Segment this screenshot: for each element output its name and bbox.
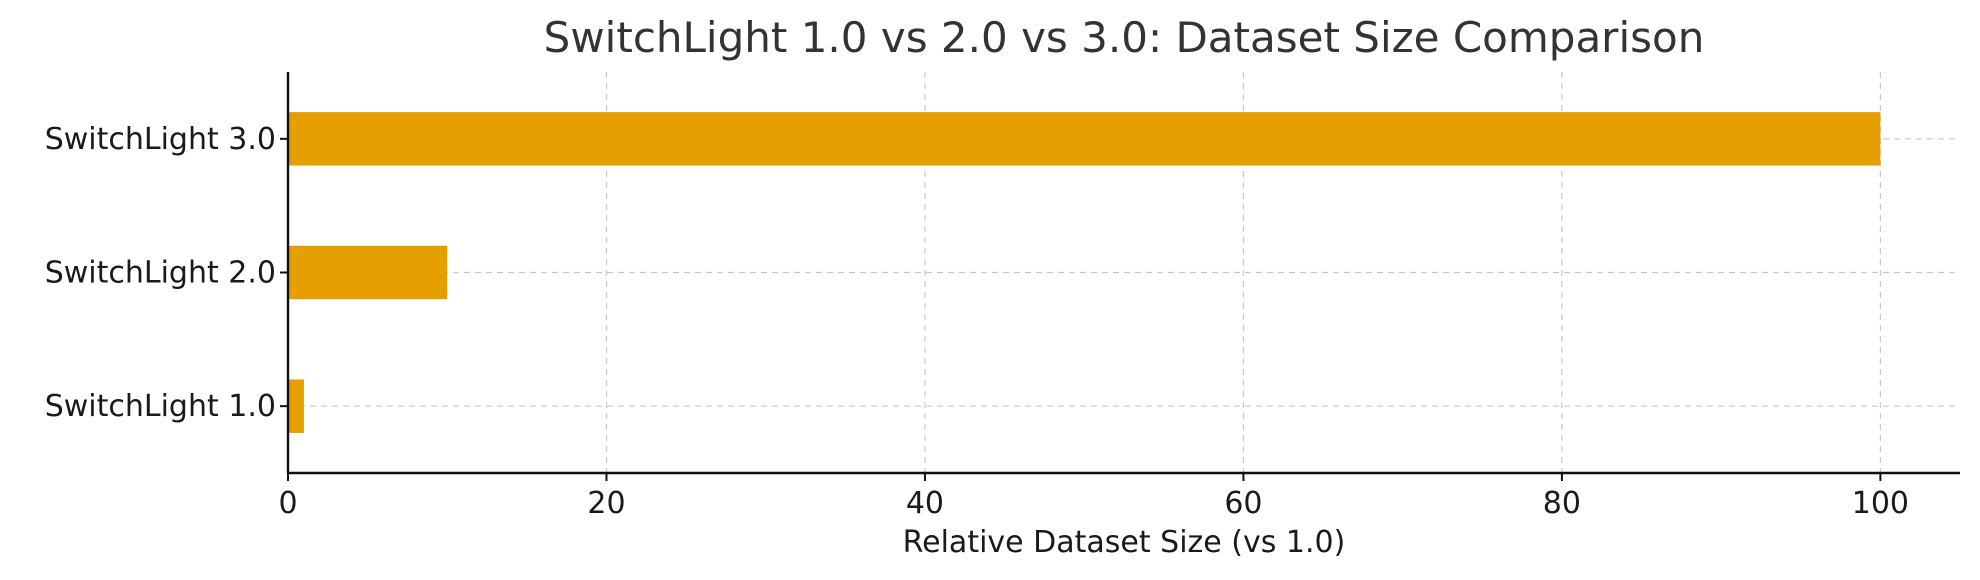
y-tick-label: SwitchLight 2.0 <box>45 256 276 291</box>
bar-switchlight-3-0 <box>288 112 1881 166</box>
chart-title: SwitchLight 1.0 vs 2.0 vs 3.0: Dataset S… <box>544 13 1705 62</box>
axes: 0 20 40 60 80 100 SwitchLight 1.0 SwitchLight 2… <box>45 72 1960 521</box>
bar-switchlight-1-0 <box>288 379 304 433</box>
y-tick-label: SwitchLight 3.0 <box>45 122 276 157</box>
x-tick-label: 20 <box>587 486 625 521</box>
x-tick-label: 100 <box>1852 486 1909 521</box>
y-tick-label: SwitchLight 1.0 <box>45 389 276 424</box>
x-axis-label: Relative Dataset Size (vs 1.0) <box>903 525 1346 560</box>
x-tick-label: 80 <box>1543 486 1581 521</box>
x-tick-label: 60 <box>1224 486 1262 521</box>
bars <box>288 112 1881 433</box>
x-tick-label: 0 <box>278 486 297 521</box>
x-tick-label: 40 <box>906 486 944 521</box>
bar-switchlight-2-0 <box>288 245 448 300</box>
